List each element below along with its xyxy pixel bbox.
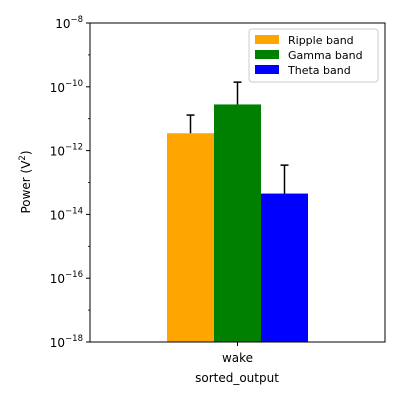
bar-theta-band bbox=[261, 193, 308, 342]
error-bars-group bbox=[186, 81, 289, 194]
y-axis-ticks: 10−18 10−16 10−14 10−12 10−10 10−8 bbox=[50, 15, 90, 350]
bar-ripple-band bbox=[167, 133, 214, 342]
y-tick-label: 10−8 bbox=[55, 15, 83, 31]
y-tick-label: 10−10 bbox=[50, 79, 83, 95]
legend-label: Ripple band bbox=[288, 34, 354, 47]
y-tick-label: 10−18 bbox=[50, 334, 83, 350]
x-tick-label: wake bbox=[222, 351, 253, 365]
bar-gamma-band bbox=[214, 104, 261, 342]
x-axis-label: sorted_output bbox=[195, 371, 279, 385]
legend-label: Gamma band bbox=[288, 49, 363, 62]
y-tick-label: 10−12 bbox=[50, 143, 83, 159]
error-bar bbox=[280, 164, 289, 194]
y-tick-label: 10−14 bbox=[50, 206, 83, 222]
error-bar bbox=[186, 114, 195, 134]
y-axis-label: Power (V2) bbox=[18, 150, 33, 213]
legend-label: Theta band bbox=[287, 64, 351, 77]
legend-box bbox=[248, 28, 379, 83]
legend-swatch bbox=[255, 50, 279, 59]
legend-swatch bbox=[255, 65, 279, 74]
y-tick-label: 10−16 bbox=[50, 270, 83, 286]
legend: Ripple band Gamma band Theta band bbox=[248, 28, 379, 83]
error-bar bbox=[233, 81, 242, 105]
x-axis-ticks: wake bbox=[222, 342, 253, 365]
bars-group bbox=[167, 104, 308, 342]
legend-swatch bbox=[255, 35, 279, 44]
